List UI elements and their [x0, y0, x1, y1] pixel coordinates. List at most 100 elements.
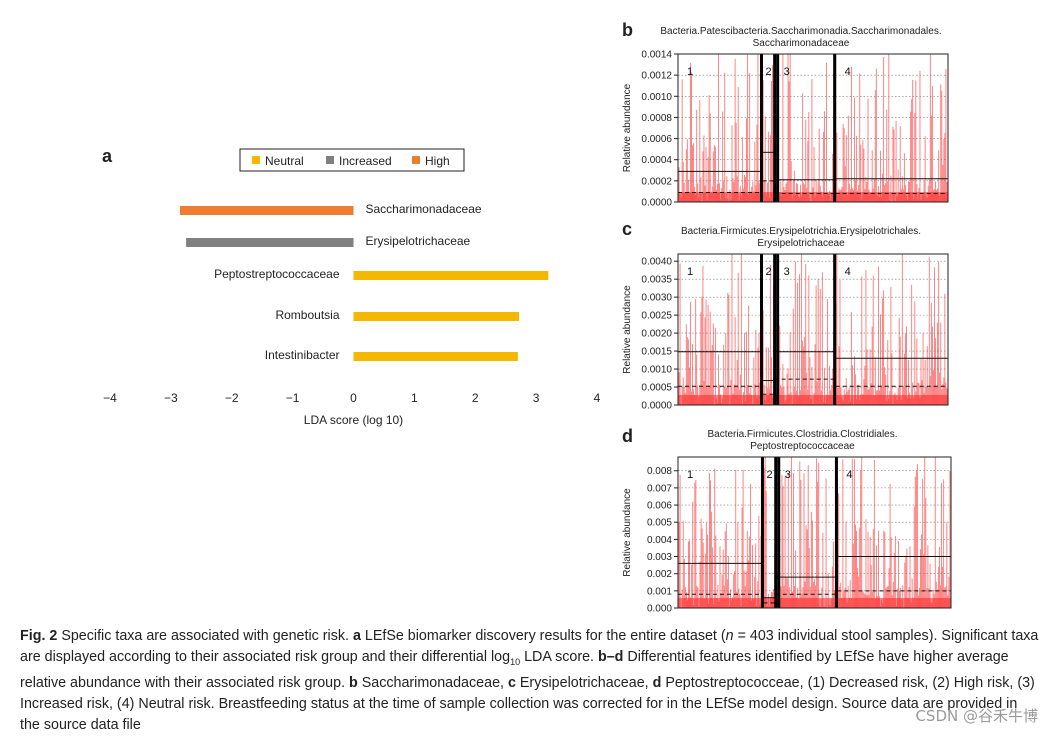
y-tick-label: 0.0035: [641, 275, 672, 286]
y-tick-label: 0.0006: [641, 134, 672, 145]
caption-after-sub: LDA score.: [520, 649, 598, 665]
chart-title: Erysipelotrichaceae: [757, 238, 845, 249]
group-label: 2: [766, 66, 772, 78]
x-axis-label: LDA score (log 10): [304, 413, 403, 427]
abundance-spikes: [677, 457, 951, 608]
caption-a-text: LEfSe biomarker discovery results for th…: [360, 628, 726, 644]
caption-title: Specific taxa are associated with geneti…: [57, 628, 353, 644]
figure-caption: Fig. 2 Specific taxa are associated with…: [20, 626, 1040, 736]
chart-title: Saccharimonadaceae: [753, 38, 850, 49]
y-tick-label: 0.002: [647, 569, 672, 580]
lda-bar-chart: Neutral Increased High Saccharimonadaceae Er…: [103, 148, 601, 427]
lda-bar: [353, 271, 549, 280]
chart-title: Bacteria.Firmicutes.Clostridia.Clostridi…: [707, 429, 897, 440]
y-tick-label: 0.004: [647, 535, 672, 546]
x-tick-label: −2: [225, 391, 239, 405]
chart-title: Peptostreptococcaceae: [750, 441, 855, 452]
x-tick-label: −4: [103, 391, 117, 405]
bar-label: Peptostreptococcaceae: [214, 267, 340, 281]
legend-swatch-high: [412, 156, 420, 164]
bar-label: Erysipelotrichaceae: [366, 234, 471, 248]
y-tick-label: 0.006: [647, 501, 672, 512]
caption-bd-text: Differential features identified by LEfS…: [20, 649, 1009, 691]
group-label: 1: [687, 266, 693, 278]
y-tick-label: 0.0002: [641, 176, 672, 187]
caption-n-text: = 403 individual stool samples). Signifi…: [20, 628, 1039, 665]
y-tick-label: 0.0014: [641, 50, 672, 61]
abundance-chart-b: Bacteria.Patescibacteria.Saccharimonadia…: [622, 26, 949, 209]
abundance-floor: [678, 192, 948, 202]
y-tick-label: 0.0000: [641, 198, 672, 209]
group-label: 4: [846, 469, 852, 481]
caption-c-key: c: [507, 674, 516, 691]
group-label: 3: [784, 66, 790, 78]
plot-frame: [677, 456, 952, 609]
y-tick-label: 0.005: [647, 518, 672, 529]
group-label: 4: [845, 266, 851, 278]
group-label: 3: [785, 469, 791, 481]
y-tick-label: 0.0004: [641, 155, 672, 166]
y-tick-label: 0.000: [647, 604, 672, 615]
bar-label: Intestinibacter: [265, 348, 340, 362]
y-tick-label: 0.0008: [641, 113, 672, 124]
bar-label: Romboutsia: [275, 308, 339, 322]
watermark: CSDN @谷禾牛博: [915, 707, 1038, 725]
lda-bar: [353, 312, 520, 321]
panel-b-letter: b: [622, 20, 633, 40]
group-label: 2: [766, 469, 772, 481]
abundance-spikes: [677, 254, 948, 405]
caption-b-text: Saccharimonadaceae,: [357, 674, 508, 691]
group-label: 4: [845, 66, 851, 78]
plot-frame: [677, 53, 949, 203]
x-tick-label: 2: [472, 391, 479, 405]
chart-title: Bacteria.Firmicutes.Erysipelotrichia.Ery…: [681, 226, 921, 237]
legend-swatch-increased: [326, 156, 334, 164]
caption-n-var: n: [725, 628, 734, 644]
y-tick-label: 0.0010: [641, 365, 672, 376]
y-tick-label: 0.0000: [641, 401, 672, 412]
legend: Neutral Increased High: [239, 148, 465, 172]
x-tick-label: 1: [411, 391, 418, 405]
bar-label: Saccharimonadaceae: [366, 202, 482, 216]
y-tick-label: 0.0005: [641, 383, 672, 394]
x-tick-label: 3: [533, 391, 540, 405]
abundance-floor: [678, 598, 951, 608]
group-label: 2: [766, 266, 772, 278]
group-label: 1: [687, 66, 693, 78]
panel-c-letter: c: [622, 219, 633, 239]
caption-sub10: 10: [510, 656, 521, 667]
lda-bar: [180, 206, 354, 215]
y-axis-label: Relative abundance: [622, 488, 633, 577]
y-tick-label: 0.0012: [641, 71, 672, 82]
y-tick-label: 0.0040: [641, 257, 672, 268]
panel-a-letter: a: [102, 146, 113, 166]
y-tick-label: 0.001: [647, 586, 672, 597]
panel-d-letter: d: [622, 426, 633, 446]
legend-box: [239, 148, 465, 172]
abundance-floor: [678, 395, 948, 405]
chart-title: Bacteria.Patescibacteria.Saccharimonadia…: [660, 26, 941, 37]
x-tick-label: 4: [594, 391, 601, 405]
caption-a-key: a: [352, 628, 361, 644]
legend-label-neutral: Neutral: [265, 154, 304, 168]
group-label: 1: [687, 469, 693, 481]
caption-fig-label: Fig. 2: [20, 628, 58, 644]
caption-c-text: Erysipelotrichaceae,: [515, 674, 653, 691]
group-label: 3: [784, 266, 790, 278]
y-tick-label: 0.003: [647, 552, 672, 563]
caption-d-text: Peptostreptococceae, (1) Decreased risk,…: [20, 674, 1035, 733]
x-tick-label: −1: [286, 391, 300, 405]
y-axis-label: Relative abundance: [622, 83, 633, 172]
y-tick-label: 0.0015: [641, 347, 672, 358]
abundance-spikes: [677, 54, 948, 202]
abundance-chart-c: Bacteria.Firmicutes.Erysipelotrichia.Ery…: [622, 226, 949, 412]
lda-bar: [186, 238, 354, 247]
caption-bd-key: b–d: [597, 649, 624, 665]
abundance-chart-d: Bacteria.Firmicutes.Clostridia.Clostridi…: [622, 429, 952, 615]
y-tick-label: 0.0030: [641, 293, 672, 304]
caption-b-key: b: [349, 674, 358, 691]
y-axis-label: Relative abundance: [622, 285, 633, 374]
y-tick-label: 0.0010: [641, 92, 672, 103]
caption-d-key: d: [652, 674, 662, 691]
y-tick-label: 0.007: [647, 483, 672, 494]
